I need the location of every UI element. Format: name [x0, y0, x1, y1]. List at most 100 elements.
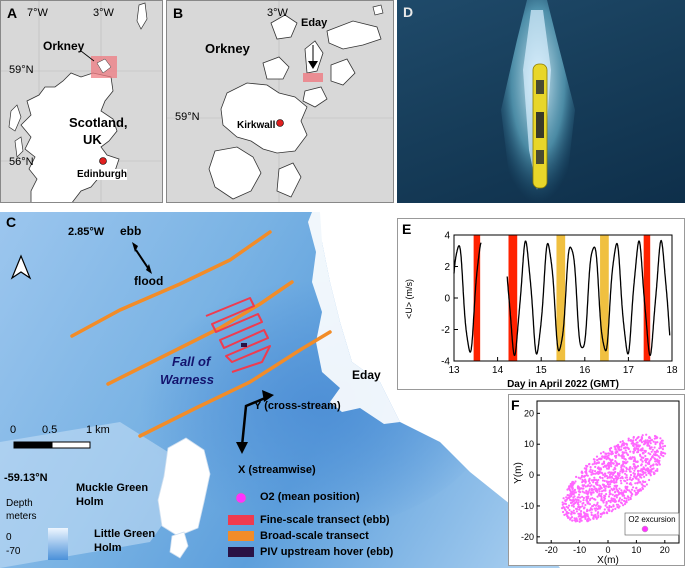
- scatter-point: [627, 447, 630, 451]
- scatter-point: [602, 489, 605, 492]
- scatter-point: [614, 475, 617, 478]
- scatter-point: [625, 487, 628, 490]
- highlight-span-0: [473, 235, 481, 361]
- scatter-point: [646, 442, 650, 445]
- scatter-point: [619, 470, 622, 473]
- scatter-point: [664, 452, 667, 455]
- depth-title-1: Depth: [6, 498, 33, 509]
- panel-d-label: D: [403, 4, 414, 20]
- scatter-point: [637, 448, 640, 452]
- scatter-point: [615, 464, 619, 467]
- scatter-point: [658, 442, 662, 446]
- scatter-point: [595, 462, 598, 465]
- scatter-point: [601, 490, 604, 493]
- scatter-point: [583, 506, 586, 510]
- scatter-point: [599, 515, 602, 518]
- scatter-point: [573, 517, 576, 520]
- lat-label-5913n: -59.13°N: [4, 472, 48, 484]
- scatter-point: [644, 457, 648, 461]
- scatter-point: [574, 480, 577, 483]
- legend-o2-swatch: [235, 492, 247, 504]
- scatter-point: [590, 493, 593, 496]
- scatter-point: [604, 489, 607, 492]
- scatter-point: [644, 464, 647, 467]
- scatter-point: [570, 516, 574, 519]
- scatter-point: [569, 498, 572, 501]
- scatter-point: [616, 476, 620, 479]
- scatter-point: [647, 436, 651, 439]
- scatter-point: [618, 497, 622, 500]
- scatter-point: [587, 517, 590, 520]
- scatter-point: [608, 452, 611, 455]
- scatter-point: [608, 485, 611, 488]
- scatter-point: [629, 450, 632, 453]
- scatter-point: [608, 491, 611, 494]
- scatter-point: [576, 485, 580, 488]
- scatter-point: [633, 469, 636, 472]
- scatter-point: [578, 493, 581, 496]
- scatter-point: [637, 444, 640, 447]
- scatter-point: [575, 510, 578, 513]
- scatter-point: [628, 468, 631, 471]
- scatter-point: [577, 503, 580, 506]
- scatter-point: [579, 477, 582, 480]
- scatter-point: [594, 504, 597, 507]
- scatter-point: [652, 440, 655, 443]
- scatter-point: [619, 477, 622, 480]
- scatter-point: [577, 499, 580, 502]
- scatter-point: [607, 495, 611, 498]
- scatter-point: [594, 515, 597, 518]
- scatter-point: [579, 491, 582, 494]
- scatter-point: [637, 435, 640, 439]
- shapinsay: [302, 86, 328, 108]
- scatter-point: [634, 482, 637, 485]
- scatter-point: [623, 479, 626, 482]
- scatter-point: [635, 441, 638, 444]
- scatter-point: [609, 462, 612, 465]
- scatter-point: [565, 513, 568, 516]
- scatter-point: [617, 448, 621, 451]
- scatter-point: [652, 453, 656, 456]
- scatter-point: [647, 452, 650, 455]
- south-ronaldsay: [276, 162, 302, 198]
- scatter-point: [582, 487, 585, 490]
- scatter-point: [570, 491, 573, 494]
- scatter-point: [603, 472, 607, 475]
- f-legend-marker: [641, 525, 649, 533]
- scatter-point: [584, 485, 587, 488]
- scatter-point: [575, 500, 578, 503]
- panel-b-map: [167, 1, 393, 202]
- scatter-point: [590, 489, 594, 492]
- scatter-point: [611, 473, 615, 476]
- scatter-point: [637, 469, 640, 472]
- scatter-point: [605, 502, 608, 505]
- mainland-orkney: [220, 82, 308, 154]
- e-xtick-2: 15: [536, 365, 548, 376]
- scatter-point: [640, 464, 643, 467]
- scatter-point: [640, 449, 643, 452]
- scatter-point: [611, 493, 614, 496]
- scatter-point: [610, 499, 613, 502]
- scatter-point: [659, 452, 662, 455]
- scatter-point: [600, 497, 603, 500]
- scatter-point: [587, 495, 590, 498]
- kirkwall-label: Kirkwall: [237, 120, 276, 131]
- scatter-point: [598, 470, 601, 473]
- e-xtick-3: 16: [579, 365, 591, 376]
- scatter-point: [641, 447, 644, 450]
- scatter-point: [605, 511, 608, 514]
- scatter-point: [635, 466, 638, 469]
- scatter-point: [596, 508, 599, 511]
- scatter-point: [591, 505, 594, 508]
- scatter-point: [641, 483, 644, 486]
- f-ytick-1: 10: [524, 439, 534, 449]
- scatter-point: [567, 506, 570, 509]
- scatter-point: [642, 440, 646, 443]
- scatter-point: [582, 496, 585, 500]
- scatter-point: [589, 468, 592, 471]
- scatter-point: [641, 487, 644, 490]
- scatter-point: [576, 496, 579, 499]
- scatter-point: [561, 506, 564, 509]
- scatter-point: [591, 471, 594, 474]
- scatter-point: [579, 506, 582, 509]
